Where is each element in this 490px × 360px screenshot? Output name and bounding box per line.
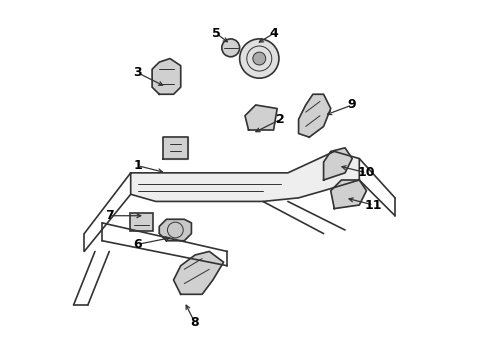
Polygon shape <box>245 105 277 130</box>
Text: 11: 11 <box>365 198 382 212</box>
Polygon shape <box>298 94 331 137</box>
Text: 5: 5 <box>212 27 221 40</box>
Polygon shape <box>159 219 192 241</box>
Text: 2: 2 <box>276 113 285 126</box>
Text: 6: 6 <box>133 238 142 251</box>
Polygon shape <box>131 152 359 202</box>
Polygon shape <box>173 251 223 294</box>
Circle shape <box>240 39 279 78</box>
Text: 1: 1 <box>133 159 142 172</box>
Circle shape <box>253 52 266 65</box>
Text: 10: 10 <box>358 166 375 179</box>
Text: 7: 7 <box>105 209 114 222</box>
Polygon shape <box>323 148 352 180</box>
Polygon shape <box>331 180 367 208</box>
Circle shape <box>222 39 240 57</box>
Polygon shape <box>152 59 181 94</box>
Polygon shape <box>163 137 188 158</box>
Text: 4: 4 <box>269 27 278 40</box>
Text: 3: 3 <box>133 66 142 79</box>
FancyBboxPatch shape <box>130 213 153 231</box>
Text: 9: 9 <box>348 99 357 112</box>
Text: 8: 8 <box>191 316 199 329</box>
